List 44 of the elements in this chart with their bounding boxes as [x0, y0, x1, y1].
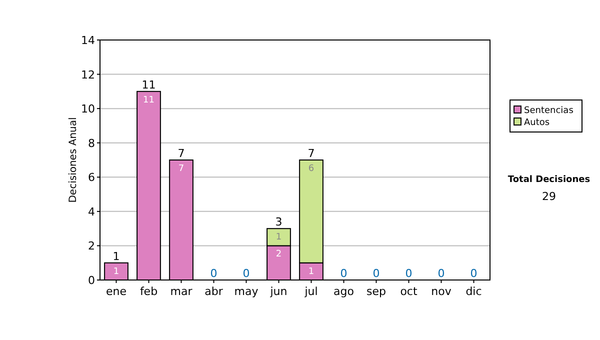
- x-tick-label: jul: [304, 285, 318, 298]
- data-label: 1: [308, 266, 314, 277]
- total-label: 0: [210, 267, 218, 280]
- y-tick-label: 10: [81, 102, 95, 116]
- data-label: 6: [308, 164, 314, 174]
- total-label: 0: [242, 267, 250, 280]
- total-label: 0: [340, 267, 348, 280]
- x-tick-label: mar: [170, 285, 193, 298]
- total-label: 0: [372, 267, 380, 280]
- legend-label: Sentencias: [524, 106, 574, 116]
- data-label: 7: [178, 164, 184, 174]
- x-tick-label: abr: [204, 285, 224, 298]
- x-tick-label: dic: [466, 285, 482, 298]
- total-label: 7: [178, 147, 185, 160]
- y-tick-label: 0: [88, 274, 95, 287]
- data-label: 1: [113, 266, 120, 277]
- text: 29: [542, 190, 556, 203]
- x-tick-label: oct: [400, 285, 418, 298]
- data-label: 11: [143, 95, 154, 106]
- total-label: 11: [142, 78, 156, 92]
- total-label: 0: [405, 267, 412, 280]
- y-tick-label: 12: [81, 68, 95, 82]
- x-tick-label: sep: [366, 285, 386, 298]
- data-label: 1: [276, 232, 282, 243]
- total-label: 0: [438, 267, 445, 280]
- y-tick-label: 2: [88, 240, 95, 253]
- x-tick-label: jun: [269, 285, 288, 298]
- data-label: 2: [276, 250, 282, 260]
- x-tick-label: nov: [431, 285, 452, 298]
- x-tick-label: ene: [106, 285, 127, 298]
- x-tick-label: ago: [334, 285, 354, 298]
- x-tick-label: may: [234, 285, 259, 298]
- total-label: 0: [470, 267, 478, 280]
- y-tick-label: 4: [88, 205, 95, 218]
- legend-label: Autos: [524, 118, 550, 128]
- text: Total Decisiones: [508, 175, 590, 185]
- y-axis-title: Decisiones Anual: [68, 117, 79, 203]
- total-label: 3: [275, 216, 282, 229]
- y-tick-label: 6: [88, 171, 95, 184]
- total-label: 7: [308, 147, 315, 160]
- y-tick-label: 14: [81, 34, 95, 47]
- x-tick-label: feb: [140, 285, 158, 298]
- total-label: 1: [112, 250, 120, 263]
- y-tick-label: 8: [88, 136, 95, 150]
